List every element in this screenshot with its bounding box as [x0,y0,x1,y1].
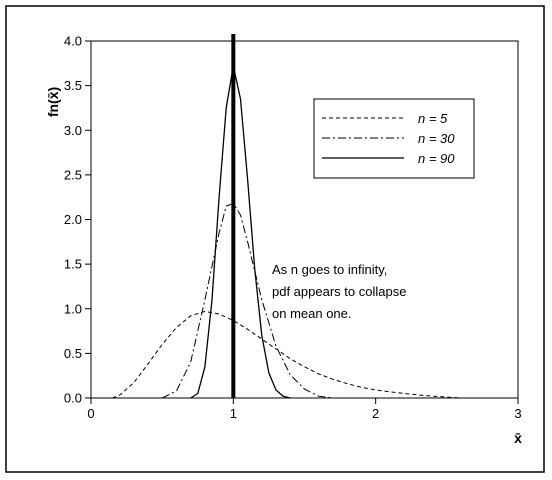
legend-label-2: n = 30 [418,131,455,146]
y-axis-title: fn(x̄) [45,87,61,117]
y-tick-label: 2.5 [64,167,82,182]
axes: 0 1 2 3 0.0 0.5 1.0 1.5 2.0 2.5 3.0 3.5 4.0 [64,34,522,422]
y-tick-label: 3.5 [64,78,82,93]
annotation-line-3: on mean one. [272,306,352,321]
plot-area [90,40,519,399]
x-tick-label: 3 [514,406,521,421]
y-tick-label: 3.0 [64,123,82,138]
series-line-3 [190,65,291,399]
legend-label-1: n = 5 [418,111,448,126]
annotation-line-1: As n goes to infinity, [272,262,387,277]
x-axis-title: x̄ [514,430,522,446]
x-tick-label: 1 [230,406,237,421]
y-tick-label: 1.0 [64,301,82,316]
legend-label-3: n = 90 [418,151,455,166]
series-line-2 [161,202,334,399]
y-tick-label: 2.0 [64,212,82,227]
curves [112,34,462,399]
x-tick-label: 2 [372,406,379,421]
annotation-line-2: pdf appears to collapse [272,284,406,299]
series-line-1 [112,310,462,399]
plot-frame [90,40,519,399]
y-tick-label: 1.5 [64,257,82,272]
y-tick-label: 0.5 [64,346,82,361]
outer-frame [5,5,545,473]
legend: n = 5 n = 30 n = 90 [313,98,475,179]
y-tick-label: 0.0 [64,391,82,406]
x-tick-label: 0 [87,406,94,421]
annotation: As n goes to infinity, pdf appears to co… [272,262,406,321]
y-tick-label: 4.0 [64,34,82,49]
